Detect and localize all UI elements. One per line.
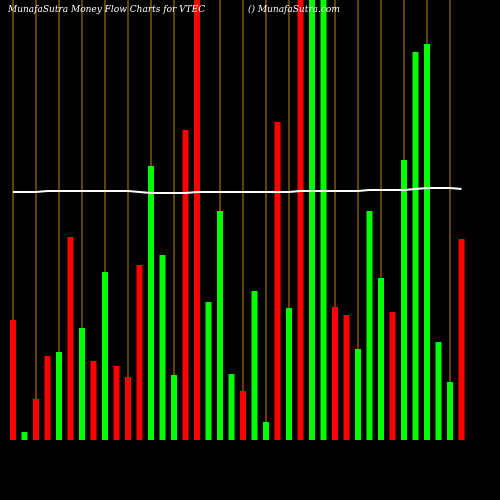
bar [136, 265, 143, 440]
bar [67, 237, 74, 440]
bar [435, 342, 442, 440]
money-flow-line [13, 187, 462, 194]
bar [148, 166, 154, 440]
bar [113, 366, 120, 440]
bar [182, 130, 189, 440]
bar [217, 211, 223, 440]
bar [320, 0, 327, 440]
bar [263, 422, 269, 440]
bar [355, 349, 361, 440]
bar [125, 377, 131, 440]
bar [251, 291, 258, 440]
bar [240, 391, 246, 440]
bar [424, 44, 430, 440]
bar [412, 52, 419, 440]
bar [90, 361, 97, 440]
bar [171, 375, 177, 440]
bar [309, 0, 315, 440]
bar [366, 211, 373, 440]
bar [33, 399, 39, 440]
bar [228, 374, 235, 440]
bar [44, 356, 51, 440]
bar [194, 0, 200, 440]
bar [10, 320, 16, 440]
chart-title: MunafaSutra Money Flow Charts for VTEC [7, 5, 205, 15]
bar [56, 352, 62, 440]
bar [286, 308, 292, 440]
bar [447, 382, 453, 440]
chart-subtitle: () MunafaSutra.com [248, 4, 340, 15]
bar [389, 312, 396, 440]
bar [21, 432, 28, 440]
bar [297, 0, 304, 440]
bar [159, 255, 166, 440]
bar [378, 278, 384, 440]
bar [332, 307, 338, 440]
bar [401, 160, 407, 440]
bar [274, 122, 281, 440]
bar [343, 315, 350, 440]
bar [102, 272, 108, 440]
bar [205, 302, 212, 440]
bars [10, 0, 465, 440]
bar [79, 328, 85, 440]
bar [458, 239, 465, 440]
